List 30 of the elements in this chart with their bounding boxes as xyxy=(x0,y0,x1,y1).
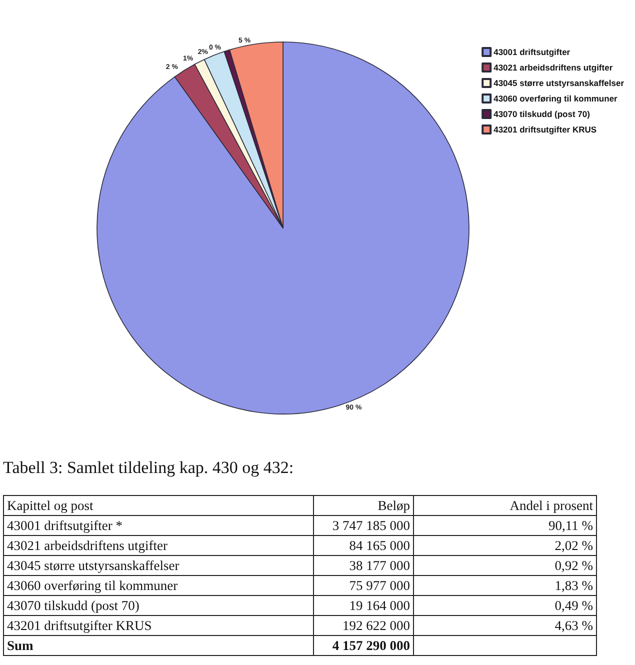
data-label: 3 747 185 000 xyxy=(314,516,414,536)
data-label: 2,02 % xyxy=(414,536,596,556)
text: Andel i prosent xyxy=(414,496,596,516)
legend-label: 43070 tilskudd (post 70) xyxy=(494,109,590,119)
data-label: 19 164 000 xyxy=(314,596,414,616)
legend-label: 43060 overføring til kommuner xyxy=(494,94,618,104)
data-label: 0,92 % xyxy=(414,556,596,576)
data-label: 38 177 000 xyxy=(314,556,414,576)
data-label: 192 622 000 xyxy=(314,616,414,636)
text: Kapittel og post xyxy=(4,496,314,516)
category-label: 43021 arbeidsdriftens utgifter xyxy=(4,536,314,556)
data-label: 90,11 % xyxy=(414,516,596,536)
text: Beløp xyxy=(314,496,414,516)
category-label: 43060 overføring til kommuner xyxy=(4,576,314,596)
category-label: 43070 tilskudd (post 70) xyxy=(4,596,314,616)
legend-label: 43021 arbeidsdriftens utgifter xyxy=(494,62,614,72)
category-label: 43201 driftsutgifter KRUS xyxy=(4,616,314,636)
data-label: 4 157 290 000 xyxy=(314,636,414,656)
legend-label: 43001 driftsutgifter xyxy=(494,47,571,57)
data-label: 0,49 % xyxy=(414,596,596,616)
category-label: Sum xyxy=(4,636,314,656)
legend-label: 43045 større utstyrsanskaffelser xyxy=(494,78,625,88)
legend-label: 43201 driftsutgifter KRUS xyxy=(494,124,597,134)
data-label: 84 165 000 xyxy=(314,536,414,556)
text: Tabell 3: Samlet tildeling kap. 430 og 432: xyxy=(3,457,295,479)
data-label: 1,83 % xyxy=(414,576,596,596)
data-label: 4,63 % xyxy=(414,616,596,636)
data-label: 75 977 000 xyxy=(314,576,414,596)
category-label: 43001 driftsutgifter * xyxy=(4,516,314,536)
category-label: 43045 større utstyrsanskaffelser xyxy=(4,556,314,576)
